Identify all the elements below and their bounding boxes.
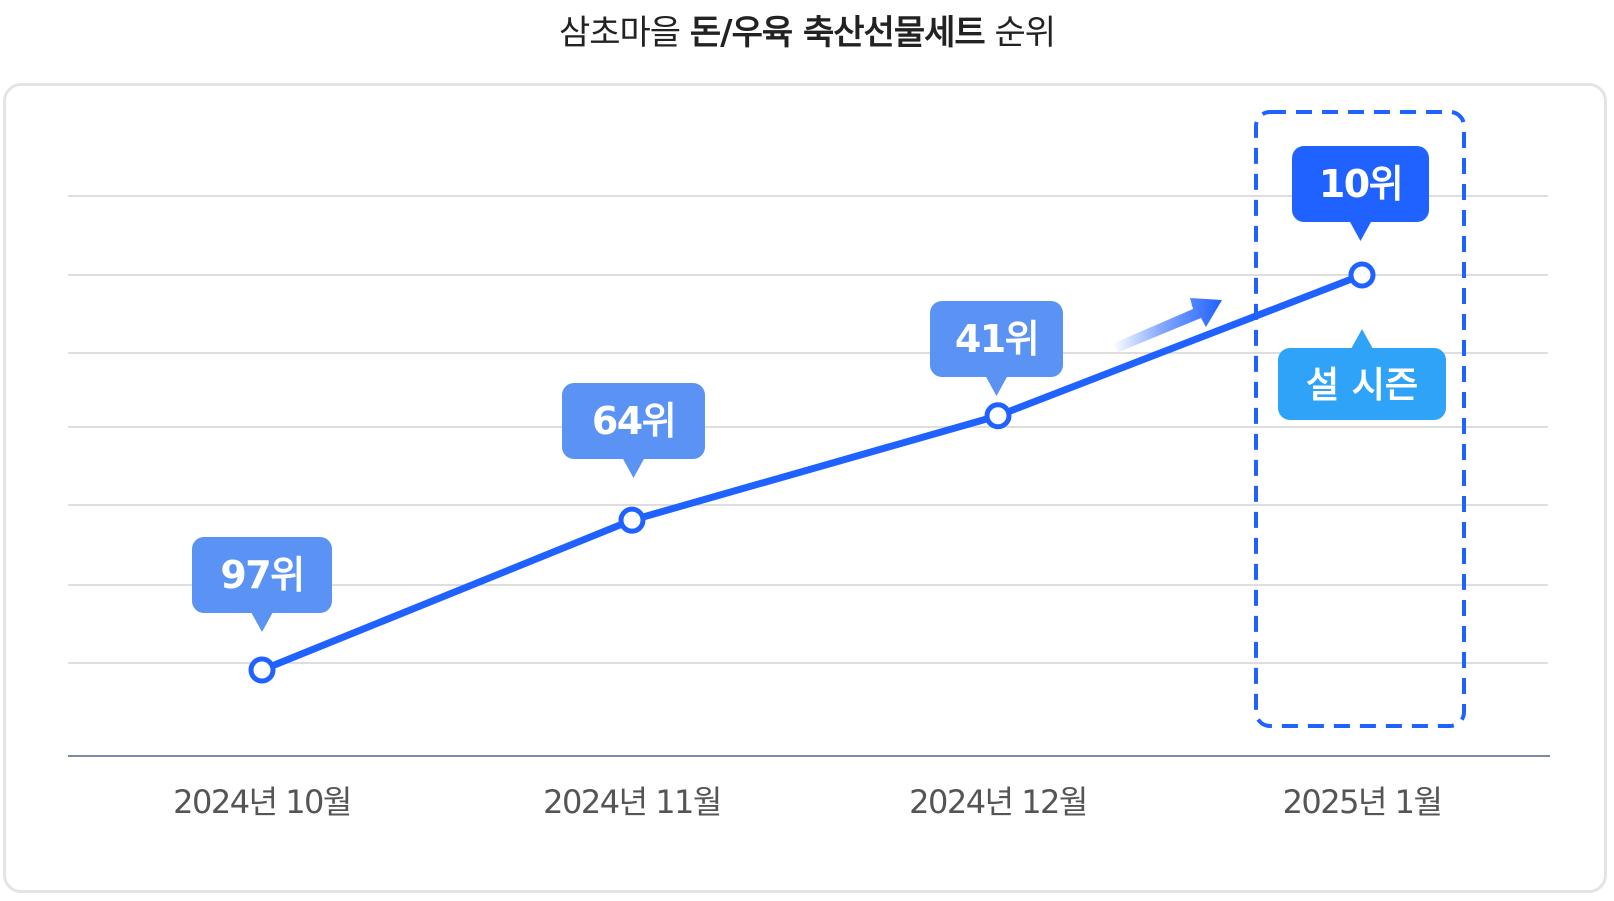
- x-tick-label: 2024년 11월: [543, 783, 721, 821]
- rank-callout-box: [1292, 146, 1429, 222]
- rank-label: 10위: [1319, 162, 1402, 206]
- rank-callout-pointer: [251, 612, 273, 632]
- highlight-region: [1254, 110, 1466, 728]
- trend-arrow: [1112, 298, 1222, 352]
- rank-label: 41위: [955, 317, 1038, 361]
- rank-callout-pointer: [1349, 221, 1372, 241]
- series-line-layer: [258, 271, 1366, 674]
- x-tick-label: 2024년 10월: [173, 783, 351, 821]
- rank-callout-box: [562, 383, 705, 459]
- data-points: [248, 261, 1376, 684]
- season-annotation-label: 설 시즌: [1306, 365, 1418, 406]
- data-point: [248, 656, 276, 684]
- data-point: [618, 506, 646, 534]
- rank-label: 97위: [220, 553, 303, 597]
- title-prefix: 삼초마을: [558, 12, 681, 53]
- rank-callout-box: [192, 537, 332, 613]
- x-tick-label: 2024년 12월: [909, 783, 1087, 821]
- series-line: [258, 271, 1366, 674]
- x-tick-label: 2025년 1월: [1283, 783, 1442, 821]
- rank-callout: 97위: [192, 537, 332, 632]
- rank-callout: 64위: [562, 383, 705, 478]
- rank-callout-pointer: [622, 458, 645, 478]
- rank-callout: 41위: [930, 301, 1063, 396]
- data-point: [1348, 261, 1376, 289]
- data-point: [984, 402, 1012, 430]
- title-suffix: 순위: [994, 12, 1056, 53]
- season-annotation-pointer: [1351, 329, 1373, 349]
- title-emphasis: 돈/우육 축산선물세트: [689, 12, 986, 53]
- rank-callout-box: [930, 301, 1063, 377]
- rank-label: 64위: [592, 399, 675, 443]
- x-axis: 2024년 10월 2024년 11월 2024년 12월 2025년 1월: [68, 755, 1550, 821]
- highlight-box: [1254, 110, 1466, 728]
- season-annotation-box: [1278, 348, 1446, 420]
- rank-callout: 10위: [1292, 146, 1429, 241]
- trend-arrow-shape: [1112, 298, 1222, 352]
- rank-callout-pointer: [985, 376, 1008, 396]
- season-annotation: 설 시즌: [1278, 329, 1446, 420]
- page-title: 삼초마을 돈/우육 축산선물세트 순위: [0, 0, 1614, 58]
